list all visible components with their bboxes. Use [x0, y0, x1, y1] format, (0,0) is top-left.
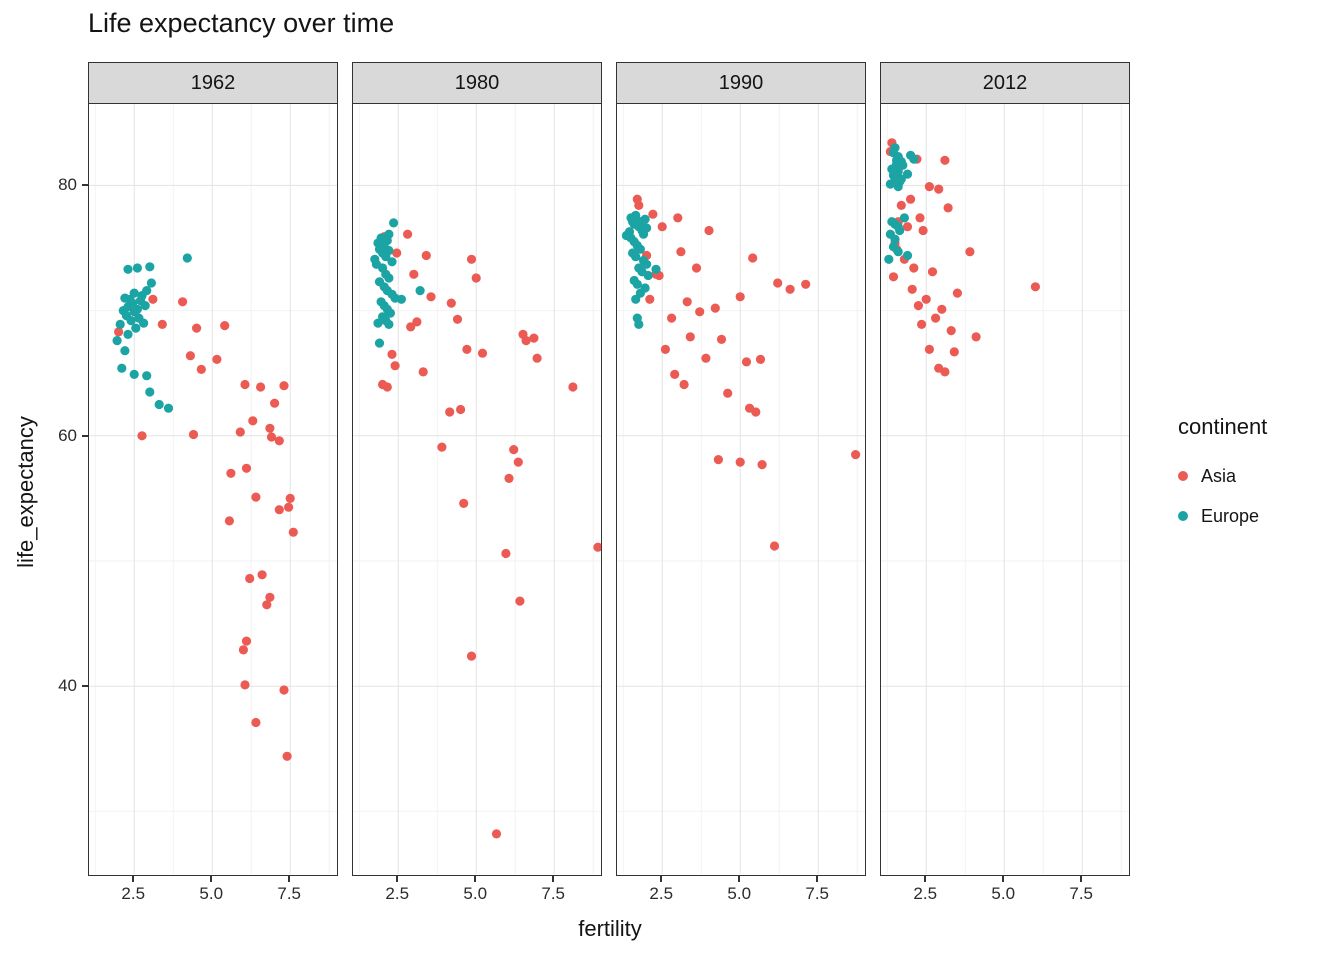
x-tick-label: 5.0: [727, 884, 752, 903]
plot-panel: [352, 104, 602, 876]
x-tick-label: 7.5: [277, 884, 302, 903]
y-tick-mark: [82, 434, 88, 437]
legend: continent Asia Europe: [1178, 414, 1267, 536]
x-axis-title: fertility: [578, 916, 642, 941]
x-tick-label: 2.5: [385, 884, 410, 903]
scatter-plot-svg: [881, 104, 1129, 874]
x-tick-label: 5.0: [199, 884, 224, 903]
y-tick-label: 40: [58, 676, 77, 696]
x-tick-label: 2.5: [649, 884, 674, 903]
plot-panel: [616, 104, 866, 876]
x-tick-label: 5.0: [991, 884, 1016, 903]
legend-item-asia: Asia: [1178, 456, 1267, 496]
x-tick-mark: [738, 876, 741, 882]
legend-title: continent: [1178, 414, 1268, 439]
chart-title: Life expectancy over time: [88, 8, 395, 38]
y-axis: 40 60 80: [42, 104, 88, 876]
x-tick-label: 7.5: [1069, 884, 1094, 903]
facet-strip-label: 1962: [88, 62, 338, 104]
x-tick-label: 7.5: [541, 884, 566, 903]
x-tick-mark: [552, 876, 555, 882]
facet-strip-label: 2012: [880, 62, 1130, 104]
x-tick-label: 7.5: [805, 884, 830, 903]
x-tick-mark: [474, 876, 477, 882]
scatter-plot-svg: [617, 104, 865, 874]
scatter-plot-svg: [89, 104, 337, 874]
facet-panel-1980: 1980 2.5 5.0 7.5: [352, 62, 602, 908]
x-tick-mark: [1080, 876, 1083, 882]
x-axis-ticks: 2.5 5.0 7.5: [616, 876, 866, 908]
legend-item-label: Europe: [1201, 505, 1260, 526]
x-tick-mark: [396, 876, 399, 882]
facet-panel-2012: 2012 2.5 5.0 7.5: [880, 62, 1130, 908]
y-tick-label: 60: [58, 425, 77, 445]
legend-items: Asia Europe: [1178, 456, 1267, 536]
legend-key-dot-icon: [1178, 471, 1188, 481]
x-tick-mark: [924, 876, 927, 882]
facet-panel-1990: 1990 2.5 5.0 7.5: [616, 62, 866, 908]
y-tick-mark: [82, 184, 88, 187]
x-tick-mark: [210, 876, 213, 882]
plot-panel: [880, 104, 1130, 876]
x-tick-mark: [132, 876, 135, 882]
x-axis-ticks: 2.5 5.0 7.5: [352, 876, 602, 908]
y-tick-label: 80: [58, 175, 77, 195]
x-axis-ticks: 2.5 5.0 7.5: [880, 876, 1130, 908]
x-tick-label: 2.5: [913, 884, 938, 903]
x-tick-mark: [1002, 876, 1005, 882]
x-tick-mark: [816, 876, 819, 882]
facet-panel-1962: 1962 2.5 5.0 7.5: [88, 62, 338, 908]
legend-item-label: Asia: [1201, 465, 1237, 486]
x-tick-mark: [660, 876, 663, 882]
plot-panel: [88, 104, 338, 876]
legend-item-europe: Europe: [1178, 496, 1267, 536]
x-tick-label: 2.5: [121, 884, 146, 903]
x-tick-mark: [288, 876, 291, 882]
facet-strip-label: 1990: [616, 62, 866, 104]
y-axis-title: life_expectancy: [13, 416, 38, 568]
x-tick-label: 5.0: [463, 884, 488, 903]
scatter-plot-svg: [353, 104, 601, 874]
facet-strip-label: 1980: [352, 62, 602, 104]
facet-panels: 1962 2.5 5.0 7.5 1980 2.5 5.0 7.5 1990 2.5 5.0 7.5 2…: [88, 62, 1130, 908]
legend-key-dot-icon: [1178, 511, 1188, 521]
y-tick-mark: [82, 685, 88, 688]
x-axis-ticks: 2.5 5.0 7.5: [88, 876, 338, 908]
